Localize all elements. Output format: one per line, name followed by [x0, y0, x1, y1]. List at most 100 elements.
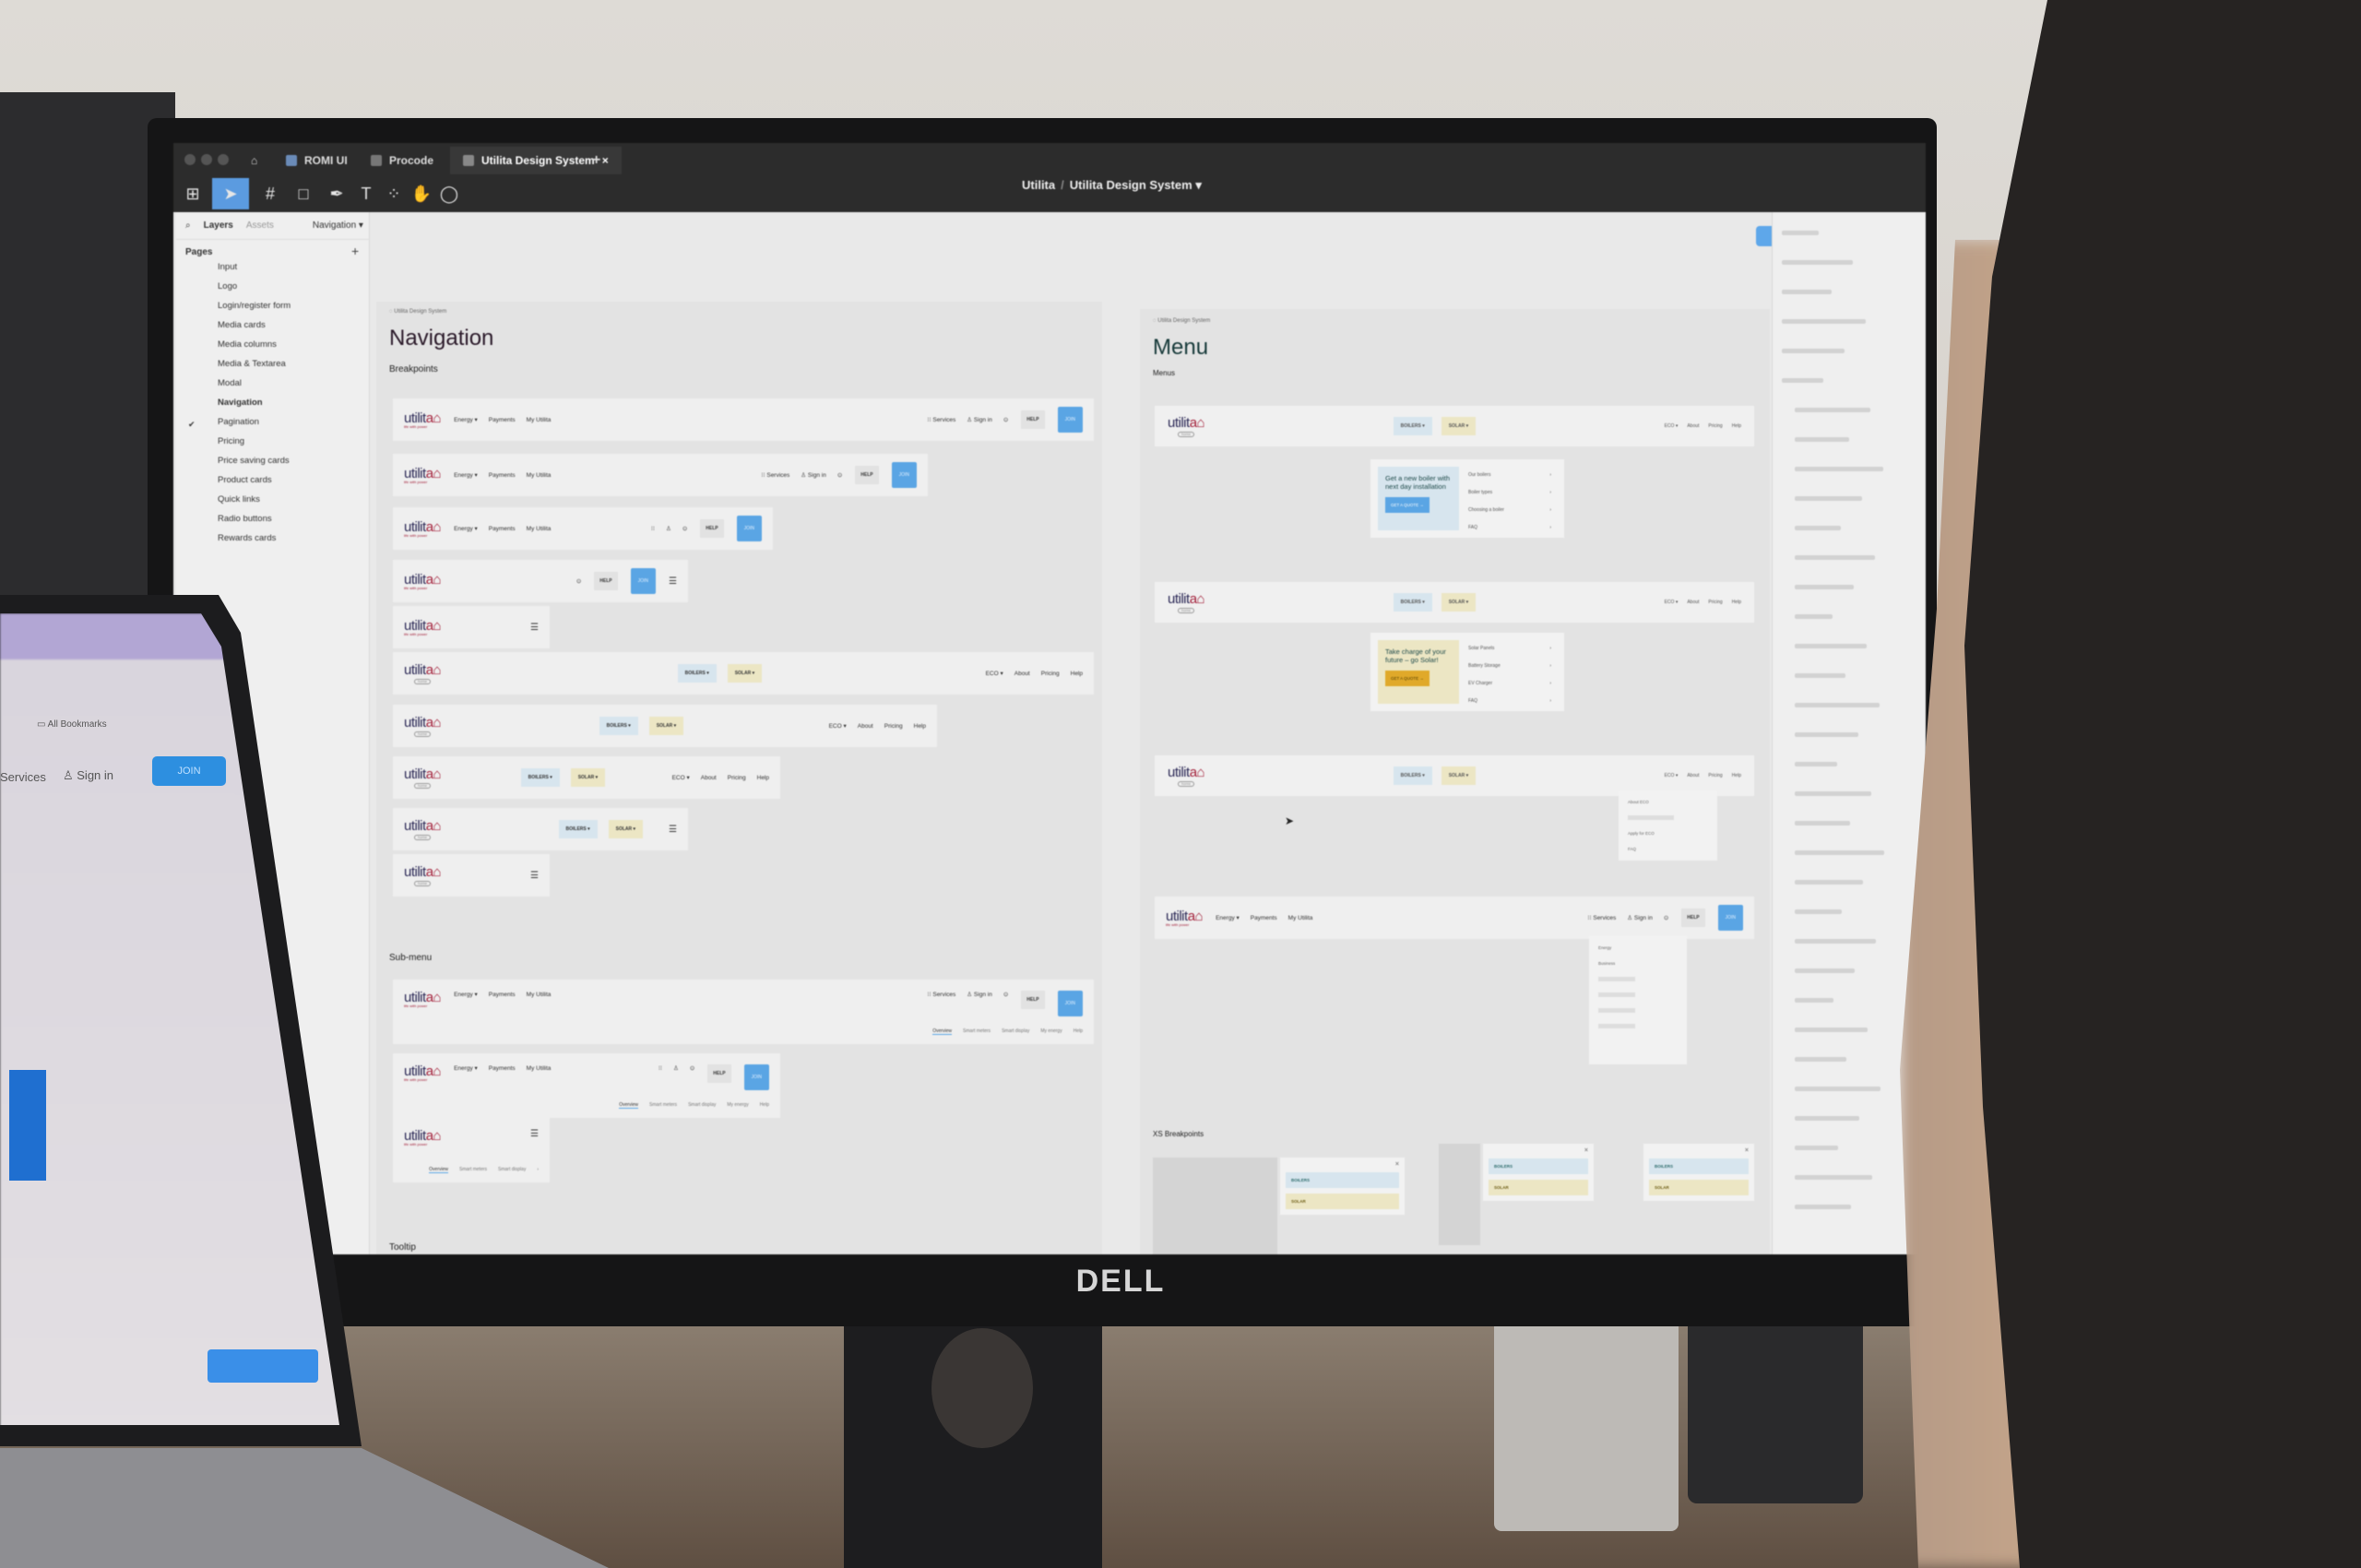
close-tab-icon[interactable]: × — [601, 154, 609, 167]
utility-link[interactable]: ECO ▾ — [828, 723, 847, 730]
solar-dropdown[interactable]: SOLAR ▾ — [727, 664, 763, 683]
nav-variant-row[interactable]: utilita⌂ life with power Energy ▾ Payments M… — [393, 398, 1094, 441]
nav-link[interactable]: Payments — [488, 471, 516, 479]
submenu-tab[interactable]: Smart display — [498, 1167, 527, 1172]
property-row[interactable] — [1782, 319, 1866, 324]
utility-link[interactable]: ♙ Sign in — [801, 472, 826, 479]
utility-link[interactable]: ⁝⁝ Services — [761, 472, 790, 479]
utility-link[interactable]: Help — [1731, 423, 1741, 429]
window-control[interactable] — [218, 154, 229, 165]
submenu-tab[interactable]: Smart display — [688, 1102, 717, 1108]
move-tool-icon[interactable]: ➤ — [212, 178, 249, 209]
property-row[interactable] — [1795, 467, 1883, 471]
search-icon[interactable]: ⌕ — [185, 220, 191, 231]
solar-dropdown[interactable]: SOLAR ▾ — [1441, 593, 1477, 612]
join-button[interactable]: JOIN — [736, 516, 762, 541]
utility-link[interactable]: About — [1687, 423, 1700, 429]
property-row[interactable] — [1795, 1057, 1846, 1062]
add-page-button[interactable]: + — [351, 244, 360, 258]
solar-dropdown[interactable]: SOLAR ▾ — [1441, 766, 1477, 785]
property-row[interactable] — [1795, 909, 1842, 914]
help-button[interactable]: HELP — [1681, 909, 1705, 927]
utility-link[interactable]: ⊙ — [575, 578, 582, 585]
menu-link[interactable]: FAQ › — [1468, 698, 1551, 704]
property-row[interactable] — [1795, 555, 1875, 560]
submenu-tab[interactable]: Help — [1073, 1028, 1083, 1034]
page-item[interactable]: Media & Textarea — [218, 359, 286, 369]
utility-link[interactable]: Pricing — [1040, 670, 1060, 677]
utility-link[interactable]: Help — [756, 774, 769, 781]
nav-variant-row[interactable]: utilita⌂ life with power Energy ▾ Payments M… — [393, 980, 1094, 1044]
help-button[interactable]: HELP — [594, 572, 618, 590]
property-row[interactable] — [1795, 644, 1867, 648]
property-row[interactable] — [1795, 998, 1833, 1003]
menu-link[interactable]: Choosing a boiler › — [1468, 507, 1551, 513]
submenu-tab[interactable]: Smart meters — [963, 1028, 991, 1034]
nav-variant-row[interactable]: utilita⌂ life with power Energy ▾ Payments M… — [1155, 897, 1754, 939]
file-breadcrumb[interactable]: Utilita / Utilita Design System ▾ — [1022, 178, 1202, 192]
tab-assets[interactable]: Assets — [245, 220, 274, 231]
boilers-dropdown[interactable]: BOILERS ▾ — [1393, 766, 1432, 785]
nav-link[interactable]: My Utilita — [526, 991, 552, 998]
nav-variant-row[interactable]: utilita⌂ home BOILERS ▾ SOLAR ▾ ☰ — [393, 808, 688, 850]
utility-link[interactable]: ♙ — [665, 526, 671, 532]
submenu-tab[interactable]: Overview — [619, 1102, 639, 1109]
property-row[interactable] — [1795, 526, 1841, 530]
services-dropdown-item[interactable] — [1598, 1008, 1635, 1013]
page-item[interactable]: Rewards cards — [218, 533, 277, 543]
property-row[interactable] — [1795, 939, 1876, 944]
boilers-dropdown[interactable]: BOILERS ▾ — [1393, 417, 1432, 435]
get-quote-button[interactable]: GET A QUOTE → — [1385, 670, 1430, 686]
nav-variant-row[interactable]: utilita⌂ life with power Energy ▾ Payments M… — [393, 1053, 780, 1118]
nav-variant-row[interactable]: utilita⌂ home ☰ — [393, 854, 550, 897]
join-button[interactable]: JOIN — [1717, 905, 1743, 931]
navigation-frame[interactable]: ◌ Utilita Design System Navigation Break… — [376, 302, 1102, 1254]
menu-link[interactable]: Solar Panels › — [1468, 646, 1551, 651]
nav-variant-row[interactable]: utilita⌂ life with power Energy ▾ Payments M… — [393, 507, 773, 550]
nav-link[interactable]: Energy ▾ — [454, 417, 478, 423]
submenu-tab[interactable]: Smart display — [1002, 1028, 1030, 1034]
utility-link[interactable]: ⊙ — [1003, 417, 1009, 423]
property-row[interactable] — [1795, 762, 1837, 766]
tab-procode[interactable]: Procode — [358, 147, 446, 174]
nav-variant-row[interactable]: utilita⌂ life with power ☰ Overview Smart me… — [393, 1118, 550, 1182]
services-dropdown-item[interactable] — [1598, 977, 1635, 981]
nav-link[interactable]: My Utilita — [526, 525, 552, 532]
bookmarks-bar-item[interactable]: ▭ All Bookmarks — [37, 719, 107, 730]
join-button[interactable]: JOIN — [1057, 991, 1083, 1016]
boilers-dropdown[interactable]: BOILERS ▾ — [599, 717, 638, 735]
page-item[interactable]: Pricing — [218, 436, 245, 446]
utility-link[interactable]: Help — [1731, 600, 1741, 605]
property-row[interactable] — [1795, 408, 1870, 412]
help-button[interactable]: HELP — [707, 1064, 731, 1083]
menu-nav-row[interactable]: utilita⌂ home BOILERS ▾ SOLAR ▾ ECO ▾ About Pr… — [1155, 406, 1754, 446]
nav-link[interactable]: Payments — [1250, 914, 1277, 921]
utility-link[interactable]: ♙ Sign in — [1627, 915, 1653, 921]
eco-dropdown-item[interactable]: FAQ — [1628, 847, 1637, 851]
submenu-tab[interactable]: › — [537, 1167, 539, 1172]
hamburger-menu-icon[interactable]: ☰ — [530, 870, 539, 881]
property-row[interactable] — [1795, 703, 1880, 707]
property-row[interactable] — [1782, 231, 1819, 235]
property-row[interactable] — [1782, 378, 1823, 383]
join-button[interactable]: JOIN — [1057, 407, 1083, 433]
property-row[interactable] — [1795, 614, 1833, 619]
menu-frame[interactable]: ◌ Utilita Design System Menu Menus XS Br… — [1140, 309, 1770, 1254]
nav-link[interactable]: My Utilita — [526, 471, 552, 479]
property-row[interactable] — [1782, 290, 1832, 294]
utility-link[interactable]: About — [857, 722, 873, 730]
get-quote-button[interactable]: GET A QUOTE → — [1385, 496, 1430, 513]
eco-dropdown-item[interactable] — [1628, 815, 1674, 820]
property-row[interactable] — [1795, 791, 1871, 796]
rectangle-tool-icon[interactable]: □ — [298, 184, 309, 203]
xs-boilers-item[interactable]: BOILERS — [1286, 1172, 1399, 1188]
submenu-tab[interactable]: Smart meters — [459, 1167, 488, 1172]
nav-link[interactable]: My Utilita — [526, 416, 552, 423]
help-button[interactable]: HELP — [855, 466, 879, 484]
nav-link[interactable]: Energy ▾ — [454, 526, 478, 532]
text-tool-icon[interactable]: T — [361, 184, 372, 203]
join-button[interactable]: JOIN — [630, 568, 657, 594]
submenu-tab[interactable]: Smart meters — [649, 1102, 678, 1108]
property-row[interactable] — [1795, 732, 1858, 737]
hamburger-menu-icon[interactable]: ☰ — [530, 622, 539, 633]
